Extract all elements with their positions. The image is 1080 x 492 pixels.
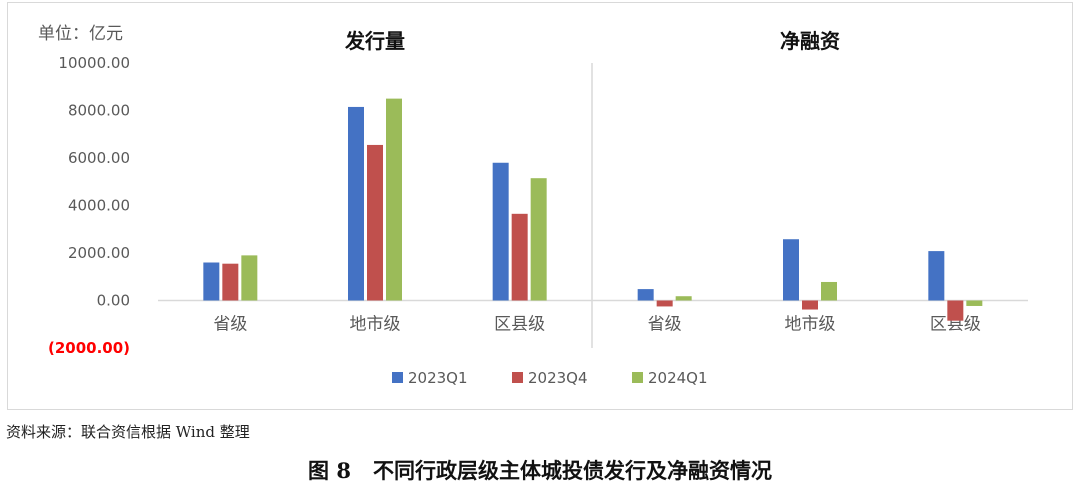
bar-2023Q1: [348, 106, 364, 301]
bar-2024Q1: [530, 178, 547, 301]
bar-2024Q1: [241, 255, 258, 301]
legend-swatch: [392, 372, 403, 383]
bar-2023Q4: [802, 300, 818, 310]
legend-label: 2023Q1: [408, 369, 468, 387]
legend-swatch: [632, 372, 643, 383]
bar-2024Q1: [386, 98, 402, 301]
figure-number: 图 8: [308, 458, 351, 483]
figure-caption: 图 8 不同行政层级主体城投债发行及净融资情况: [0, 455, 1080, 485]
bar-2024Q1: [675, 296, 692, 301]
bar-2023Q4: [947, 300, 964, 321]
bar-2023Q1: [203, 262, 220, 301]
category-label: 地市级: [350, 315, 401, 335]
bar-2023Q4: [511, 213, 528, 301]
y-tick-label: 0.00: [97, 292, 130, 310]
source-note: 资料来源：联合资信根据 Wind 整理: [6, 423, 250, 441]
legend-label: 2023Q4: [528, 369, 588, 387]
bar-2023Q1: [928, 251, 945, 301]
panel-title: 净融资: [780, 29, 840, 53]
y-tick-label: 10000.00: [58, 54, 130, 72]
legend-label: 2024Q1: [648, 369, 708, 387]
legend-swatch: [512, 372, 523, 383]
bar-2024Q1: [821, 281, 837, 301]
category-label: 区县级: [494, 315, 545, 335]
y-tick-label: 8000.00: [68, 102, 130, 120]
panel-title: 发行量: [344, 29, 405, 53]
category-label: 地市级: [785, 315, 836, 335]
bar-chart: 单位：亿元 10000.00 8000.00 6000.00 4000.00 2000.…: [38, 24, 1028, 387]
bar-2023Q1: [637, 289, 654, 301]
y-tick-label: (2000.00): [48, 339, 130, 357]
chart-frame: 单位：亿元 10000.00 8000.00 6000.00 4000.00 2000.…: [7, 2, 1073, 410]
y-tick-label: 4000.00: [68, 197, 130, 215]
bar-2023Q1: [492, 162, 509, 301]
category-label: 省级: [213, 315, 247, 335]
unit-label: 单位：亿元: [38, 24, 123, 44]
bar-2024Q1: [966, 300, 983, 306]
category-label: 区县级: [930, 315, 981, 335]
y-tick-label: 2000.00: [68, 244, 130, 262]
bar-2023Q4: [367, 144, 383, 301]
y-tick-label: 6000.00: [68, 149, 130, 167]
bar-2023Q4: [222, 263, 239, 301]
category-label: 省级: [648, 315, 682, 335]
bar-2023Q4: [656, 300, 673, 307]
figure-title: 不同行政层级主体城投债发行及净融资情况: [372, 458, 772, 483]
bar-2023Q1: [783, 239, 799, 301]
